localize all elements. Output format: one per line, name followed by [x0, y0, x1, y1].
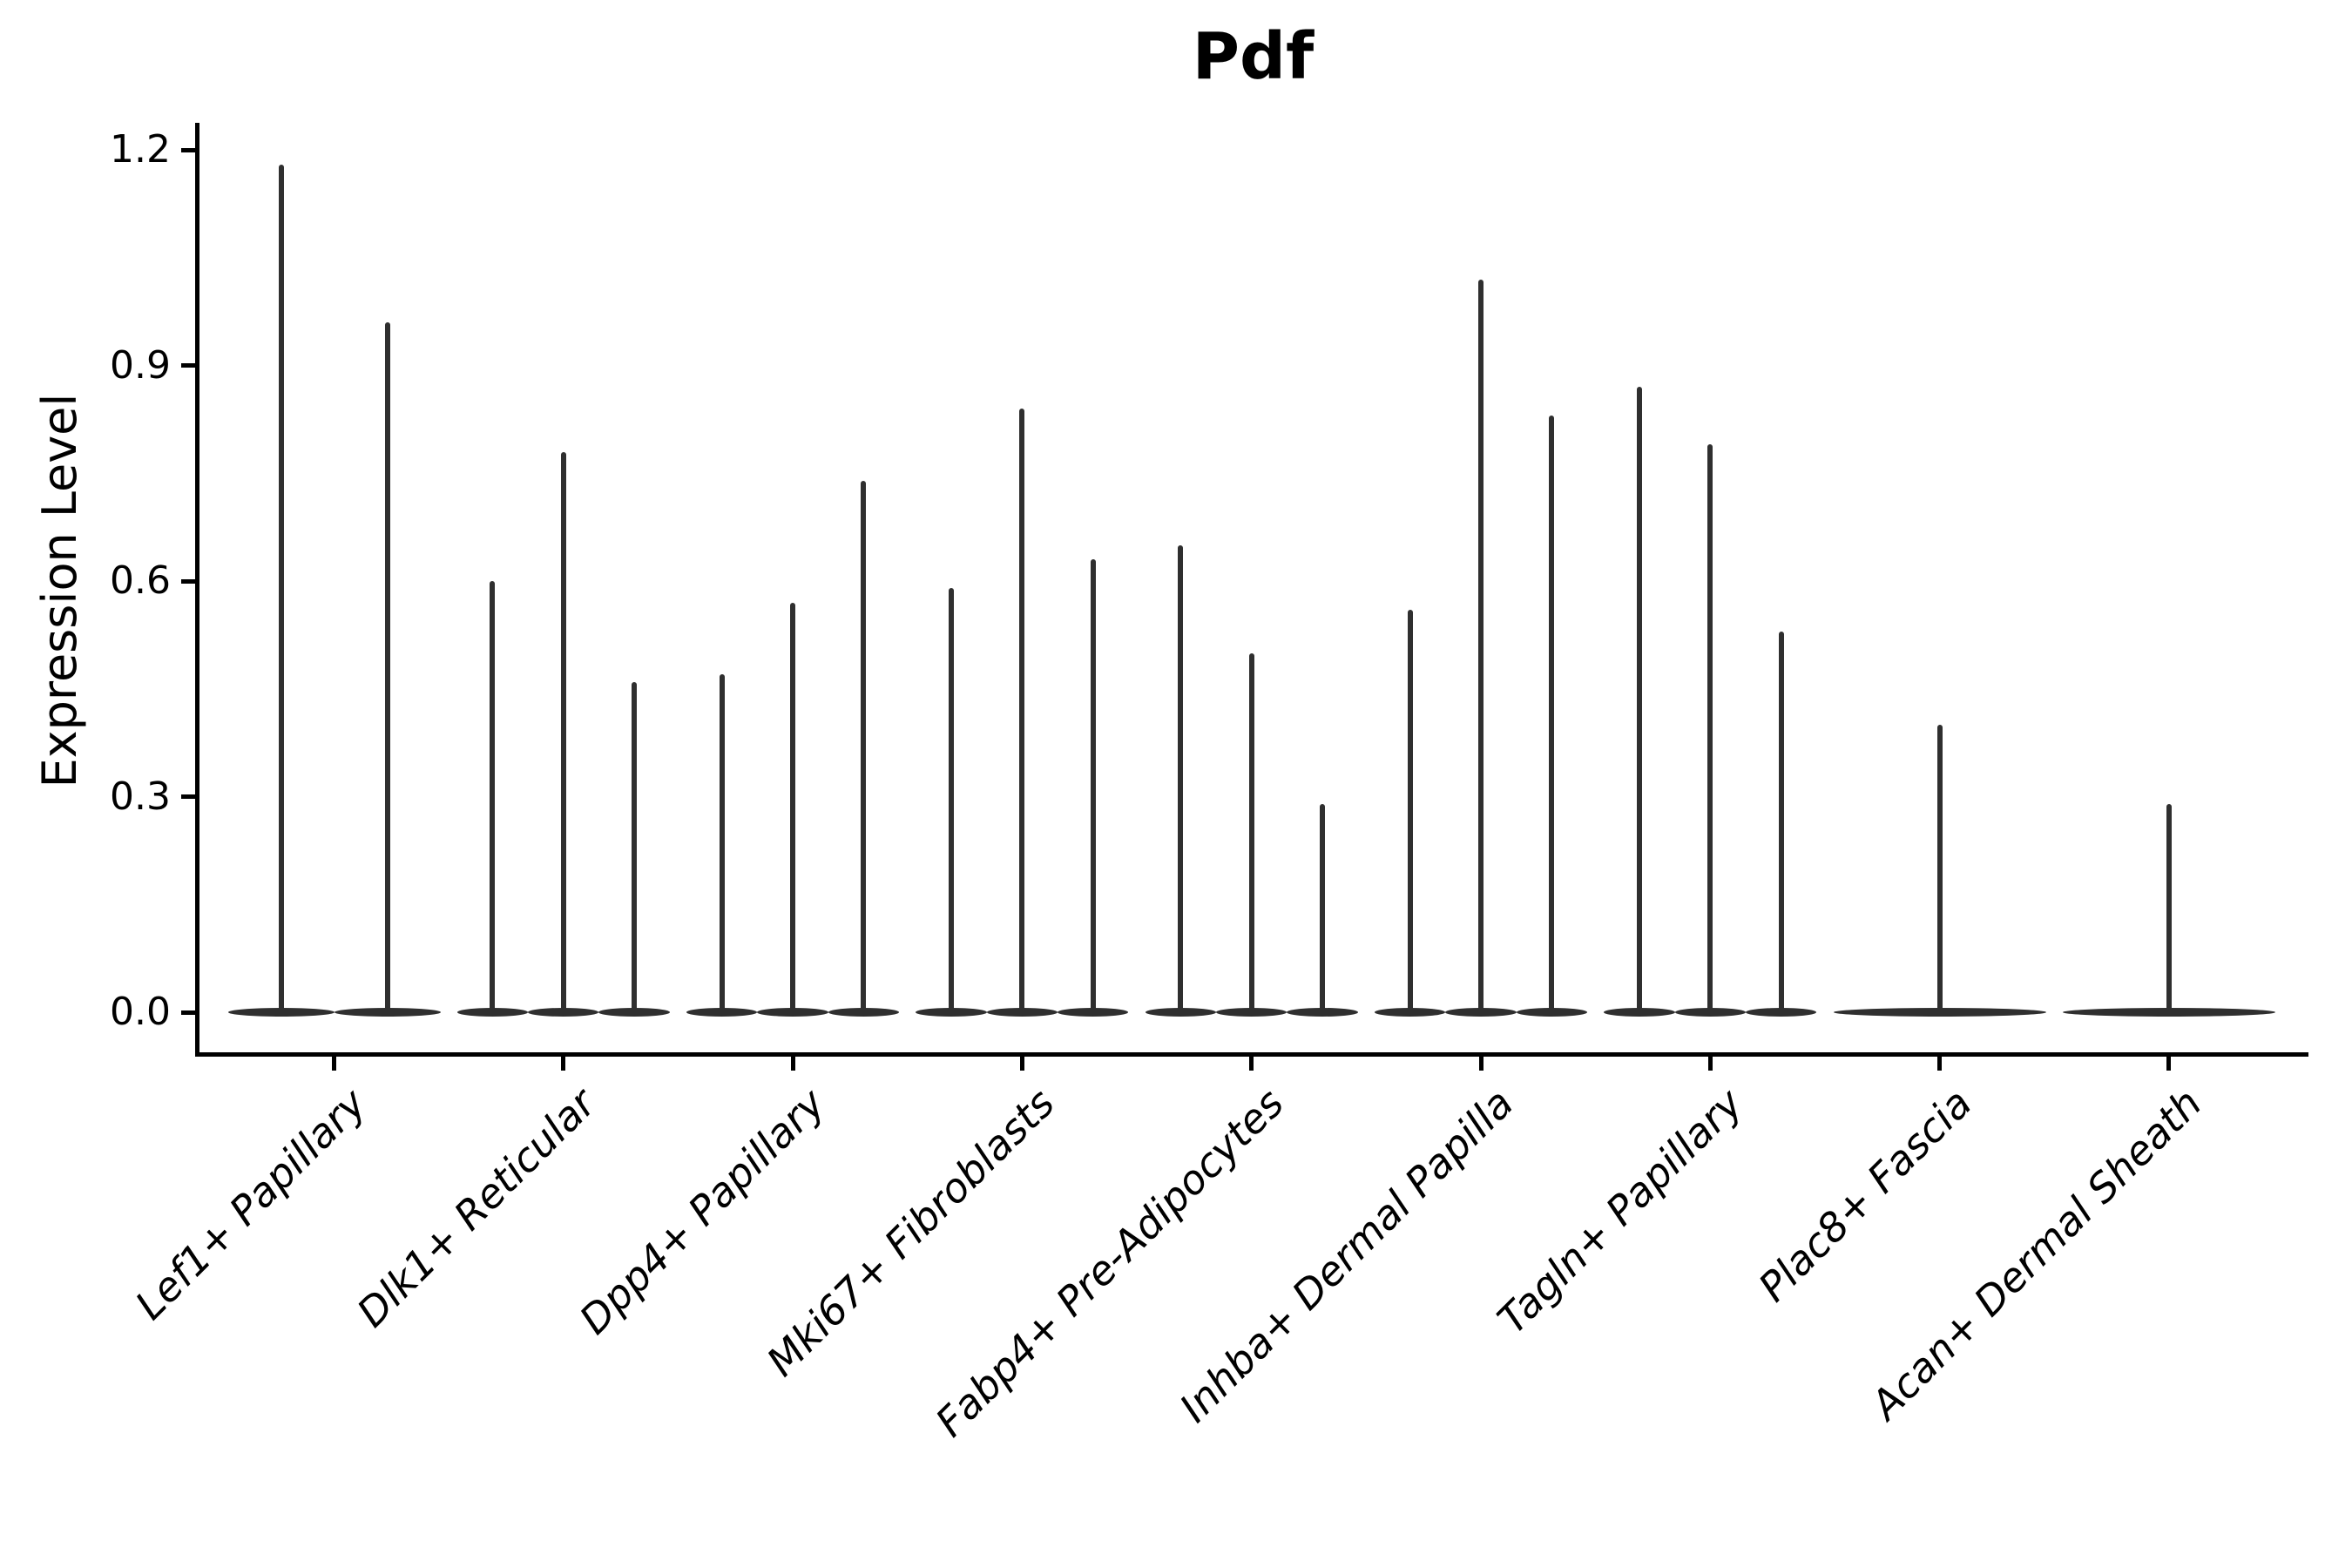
violin-spike	[1320, 803, 1326, 1015]
y-axis-spine	[195, 123, 199, 1057]
violin-spike	[1936, 725, 1943, 1015]
x-tick-label: Tagln+ Papillary	[1488, 1079, 1752, 1343]
x-tick-label: Lef1+ Papillary	[125, 1079, 375, 1329]
violin-spike	[490, 581, 496, 1015]
violin-spike	[1090, 559, 1096, 1015]
violin-spike	[278, 164, 284, 1015]
violin-spike	[1178, 544, 1184, 1015]
y-tick-label: 0.6	[110, 558, 171, 603]
violin-spike	[1707, 444, 1713, 1015]
y-tick	[181, 1010, 195, 1015]
violin-spike	[632, 681, 638, 1015]
x-tick-label: Dpp4+ Papillary	[570, 1079, 835, 1343]
violin-spike	[1636, 387, 1642, 1015]
x-tick	[561, 1057, 566, 1071]
x-axis-spine	[195, 1052, 2308, 1057]
violin-spike	[949, 588, 955, 1015]
x-tick	[1019, 1057, 1024, 1071]
y-tick-label: 0.3	[110, 774, 171, 819]
violin-spike	[790, 602, 796, 1015]
violin-spike	[1019, 409, 1025, 1015]
y-tick-label: 1.2	[110, 127, 171, 172]
violin-spike	[2166, 803, 2172, 1015]
x-tick	[1937, 1057, 1943, 1071]
y-tick-label: 0.0	[110, 990, 171, 1034]
y-tick	[181, 147, 195, 152]
violin-spike	[1478, 279, 1484, 1015]
violin-spike	[861, 480, 867, 1015]
violin-spike	[384, 322, 390, 1015]
violin-spike	[560, 451, 566, 1015]
y-tick	[181, 794, 195, 799]
x-tick	[332, 1057, 336, 1071]
chart-title: Pdf	[1192, 19, 1315, 94]
y-tick	[181, 363, 195, 368]
violin-spike	[1778, 631, 1784, 1015]
x-tick	[1707, 1057, 1713, 1071]
violin-spike	[1549, 416, 1555, 1015]
violin-spike	[1407, 610, 1413, 1015]
violin-spike	[719, 674, 725, 1015]
x-tick	[1478, 1057, 1484, 1071]
x-tick	[1249, 1057, 1254, 1071]
violin-spike	[1248, 652, 1254, 1015]
y-tick	[181, 578, 195, 584]
y-tick-label: 0.9	[110, 342, 171, 388]
x-tick-label: Plac8+ Fascia	[1749, 1079, 1981, 1311]
x-tick	[790, 1057, 795, 1071]
x-tick-label: Dlk1+ Reticular	[348, 1079, 605, 1336]
x-tick	[2166, 1057, 2172, 1071]
